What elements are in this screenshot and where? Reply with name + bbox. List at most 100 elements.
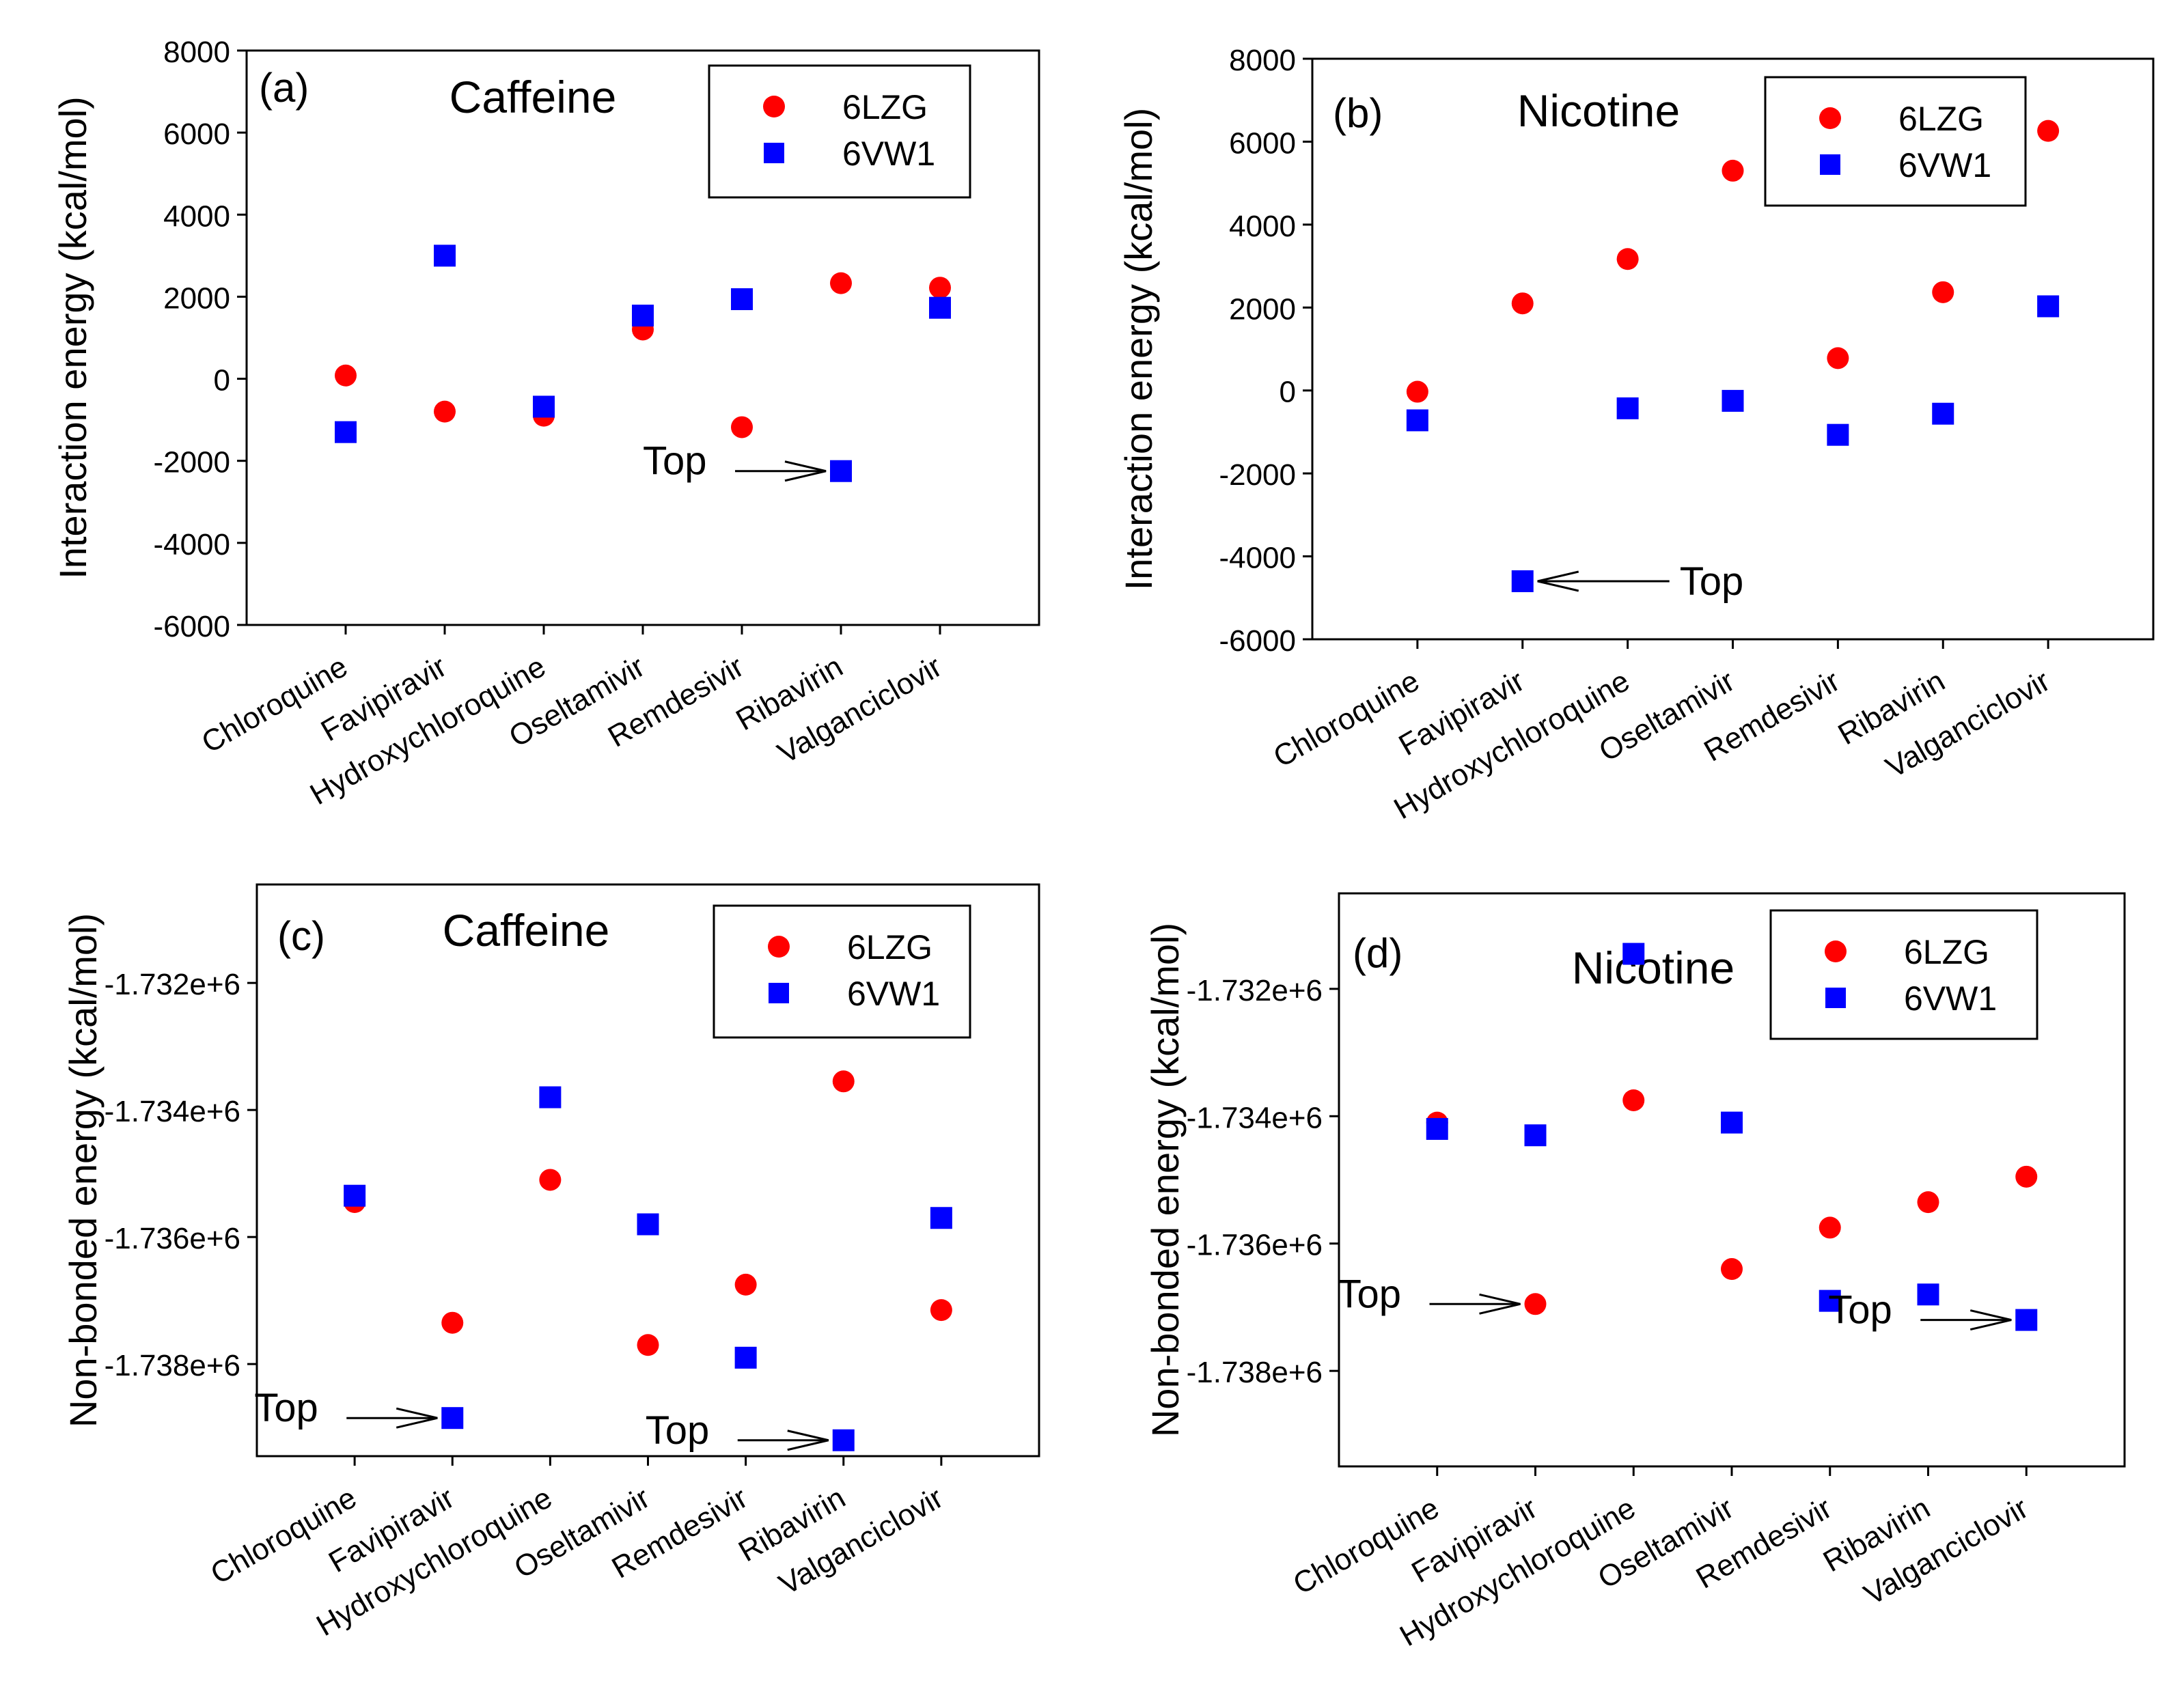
point-6LZG-oseltamivir xyxy=(1722,159,1744,182)
point-6LZG-oseltamivir xyxy=(1721,1258,1743,1281)
y-tick-label: -6000 xyxy=(1219,624,1296,658)
legend-marker-6VW1 xyxy=(1825,988,1846,1008)
point-6LZG-valganciclovir xyxy=(929,277,951,299)
legend-label: 6LZG xyxy=(842,88,928,126)
legend-label: 6LZG xyxy=(1898,100,1984,138)
point-6VW1-valganciclovir xyxy=(930,1207,952,1229)
top-annotation: Top xyxy=(1338,1272,1521,1316)
legend-label: 6VW1 xyxy=(847,975,940,1013)
y-tick-label: -1.738e+6 xyxy=(105,1349,240,1382)
legend-marker-6VW1 xyxy=(769,983,789,1003)
point-6VW1-hydroxychloroquine xyxy=(533,395,555,418)
panel-title: Nicotine xyxy=(1517,85,1680,136)
point-6LZG-ribavirin xyxy=(830,272,852,294)
top-label: Top xyxy=(1828,1288,1892,1333)
x-tick-label: Chloroquine xyxy=(1268,664,1425,774)
y-tick-label: 6000 xyxy=(163,117,230,151)
point-6LZG-chloroquine xyxy=(335,364,357,387)
panel-a: -6000-4000-200002000400060008000Chloroqu… xyxy=(51,36,1040,811)
legend: 6LZG 6VW1 xyxy=(708,64,971,199)
point-6VW1-hydroxychloroquine xyxy=(539,1086,562,1109)
point-6LZG-chloroquine xyxy=(1406,380,1428,403)
panel-letter: (d) xyxy=(1353,930,1402,976)
point-6VW1-valganciclovir xyxy=(929,296,951,319)
point-6VW1-chloroquine xyxy=(1406,409,1428,432)
y-axis-label: Interaction energy (kcal/mol) xyxy=(1117,108,1160,591)
legend-marker-6LZG xyxy=(768,936,790,958)
y-tick-label: 6000 xyxy=(1229,126,1296,160)
legend-label: 6LZG xyxy=(1904,933,1989,971)
point-6LZG-ribavirin xyxy=(1917,1191,1939,1214)
y-tick-label: 4000 xyxy=(1229,210,1296,243)
point-6LZG-favipiravir xyxy=(441,1311,464,1334)
point-6VW1-oseltamivir xyxy=(1721,1111,1743,1134)
legend: 6LZG 6VW1 xyxy=(1764,76,2027,207)
plot-frame xyxy=(1311,57,2155,641)
point-6VW1-oseltamivir xyxy=(632,305,654,327)
point-6LZG-valganciclovir xyxy=(2015,1165,2038,1188)
legend-label: 6VW1 xyxy=(1898,146,1991,184)
point-6LZG-valganciclovir xyxy=(2037,120,2060,142)
point-6LZG-favipiravir xyxy=(1524,1293,1547,1315)
legend-marker-6LZG xyxy=(763,96,785,117)
point-6LZG-ribavirin xyxy=(1932,281,1954,303)
top-annotation: Top xyxy=(643,439,827,484)
y-tick-label: 0 xyxy=(214,364,230,398)
legend-marker-6VW1 xyxy=(1820,154,1840,175)
panel-title: Caffeine xyxy=(443,905,610,956)
point-6VW1-favipiravir xyxy=(1511,570,1534,592)
point-6VW1-chloroquine xyxy=(1426,1117,1448,1140)
point-6LZG-remdesivir xyxy=(1819,1216,1841,1239)
point-6VW1-remdesivir xyxy=(731,288,753,311)
point-6VW1-favipiravir xyxy=(1524,1124,1547,1147)
x-tick-label: Valganciclovir xyxy=(772,650,948,770)
top-label: Top xyxy=(646,1408,710,1453)
point-6LZG-favipiravir xyxy=(434,400,456,423)
legend-label: 6VW1 xyxy=(842,135,935,173)
legend-label: 6VW1 xyxy=(1904,979,1997,1018)
y-tick-label: -4000 xyxy=(153,528,230,561)
top-annotation: Top xyxy=(646,1408,829,1453)
y-tick-label: -1.732e+6 xyxy=(1187,974,1323,1007)
point-6VW1-favipiravir xyxy=(434,245,456,267)
point-6VW1-ribavirin xyxy=(1932,402,1954,425)
top-label: Top xyxy=(643,439,707,484)
legend-marker-6LZG xyxy=(1819,107,1841,129)
y-tick-label: -1.732e+6 xyxy=(105,968,240,1001)
panel-letter: (b) xyxy=(1333,90,1383,136)
point-6VW1-chloroquine xyxy=(344,1184,366,1207)
y-axis-label: Non-bonded energy (kcal/mol) xyxy=(61,913,105,1427)
point-6VW1-valganciclovir xyxy=(2037,295,2060,318)
x-tick-label: Valganciclovir xyxy=(1858,1491,2034,1612)
panel-title: Nicotine xyxy=(1572,943,1734,993)
point-6VW1-ribavirin xyxy=(830,460,852,482)
point-6LZG-favipiravir xyxy=(1511,292,1534,315)
point-6VW1-favipiravir xyxy=(441,1407,464,1430)
point-6VW1-oseltamivir xyxy=(1722,389,1744,412)
top-label: Top xyxy=(1680,559,1744,604)
point-6VW1-valganciclovir xyxy=(2015,1309,2038,1331)
point-6VW1-hydroxychloroquine xyxy=(1622,943,1645,965)
y-tick-label: 4000 xyxy=(163,199,230,233)
point-6LZG-valganciclovir xyxy=(930,1299,952,1322)
point-6VW1-remdesivir xyxy=(1819,1289,1841,1312)
y-tick-label: 0 xyxy=(1280,376,1296,409)
top-label: Top xyxy=(1338,1272,1402,1316)
y-tick-label: -1.734e+6 xyxy=(105,1095,240,1128)
y-tick-label: -1.738e+6 xyxy=(1187,1356,1323,1389)
point-6VW1-chloroquine xyxy=(335,421,357,443)
y-tick-label: -6000 xyxy=(153,610,230,643)
panel-c: -1.738e+6-1.736e+6-1.734e+6-1.732e+6Chlo… xyxy=(61,883,1040,1643)
y-tick-label: -1.736e+6 xyxy=(105,1222,240,1255)
panel-b: -6000 -4000 -2000 0 2000 4000 6000 8000 Chloroqu… xyxy=(1117,44,2155,826)
y-tick-label: 2000 xyxy=(163,281,230,315)
panel-letter: (c) xyxy=(277,913,325,959)
point-6LZG-remdesivir xyxy=(731,416,753,438)
y-tick-label: -4000 xyxy=(1219,542,1296,575)
point-6LZG-ribavirin xyxy=(832,1070,855,1093)
legend: 6LZG 6VW1 xyxy=(1769,909,2038,1040)
point-6VW1-hydroxychloroquine xyxy=(1616,397,1639,419)
y-axis-label: Interaction energy (kcal/mol) xyxy=(51,96,94,579)
point-6VW1-remdesivir xyxy=(1827,423,1849,446)
